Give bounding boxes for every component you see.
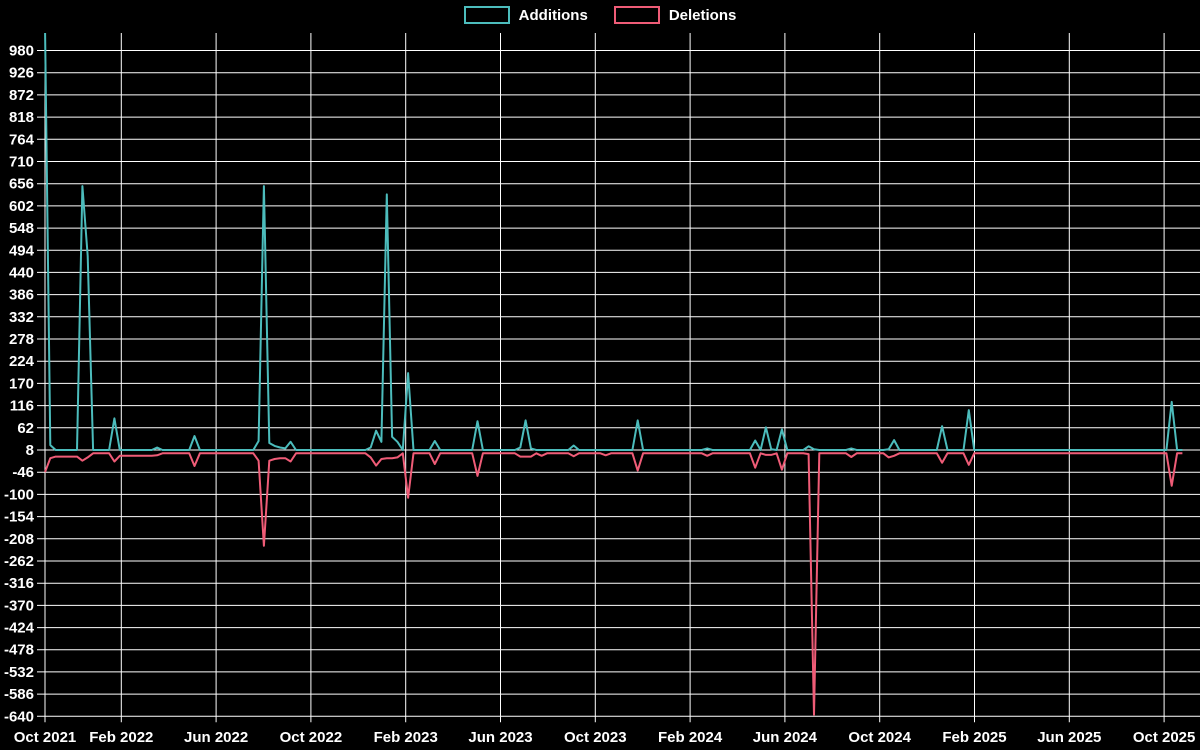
svg-text:-316: -316: [4, 575, 34, 592]
svg-text:-532: -532: [4, 664, 34, 681]
svg-text:-100: -100: [4, 486, 34, 503]
svg-text:-640: -640: [4, 708, 34, 725]
svg-text:Oct 2025: Oct 2025: [1133, 729, 1196, 746]
svg-text:-424: -424: [4, 620, 35, 637]
svg-text:278: 278: [9, 331, 34, 348]
svg-text:818: 818: [9, 109, 34, 126]
svg-text:116: 116: [10, 398, 34, 415]
svg-text:-154: -154: [4, 509, 35, 526]
svg-text:62: 62: [17, 420, 34, 437]
additions-series-line: [44, 33, 1183, 451]
svg-text:980: 980: [9, 43, 34, 60]
svg-text:386: 386: [9, 287, 34, 304]
gridlines: [37, 33, 1200, 723]
svg-text:-262: -262: [4, 553, 34, 570]
additions-legend-label: Additions: [518, 6, 588, 24]
svg-text:Jun 2022: Jun 2022: [184, 729, 248, 746]
svg-text:Jun 2024: Jun 2024: [753, 729, 818, 746]
svg-text:332: 332: [9, 309, 34, 326]
svg-text:872: 872: [9, 87, 34, 104]
svg-text:Feb 2025: Feb 2025: [942, 729, 1006, 746]
svg-text:-46: -46: [12, 464, 34, 481]
svg-text:224: 224: [9, 353, 35, 370]
deletions-legend-label: Deletions: [668, 6, 737, 24]
svg-text:Feb 2023: Feb 2023: [374, 729, 438, 746]
deletions-series-line: [44, 452, 1183, 716]
legend-item-additions: Additions: [463, 6, 588, 24]
svg-text:710: 710: [9, 154, 34, 171]
svg-text:Feb 2022: Feb 2022: [89, 729, 153, 746]
svg-text:440: 440: [9, 264, 34, 281]
svg-text:Jun 2025: Jun 2025: [1037, 729, 1101, 746]
svg-text:656: 656: [9, 176, 34, 193]
y-axis-labels: 980 926 872 818 764 710 656 602 548 494 440 386 332 2…: [4, 43, 35, 726]
svg-text:Jun 2023: Jun 2023: [468, 729, 532, 746]
deletions-series-swatch-icon: [613, 6, 660, 24]
svg-text:602: 602: [9, 198, 34, 215]
additions-series-swatch-icon: [463, 6, 510, 24]
svg-text:Oct 2021: Oct 2021: [14, 729, 77, 746]
svg-text:926: 926: [9, 65, 34, 82]
svg-text:Feb 2024: Feb 2024: [658, 729, 723, 746]
svg-text:494: 494: [9, 242, 35, 259]
svg-text:8: 8: [26, 442, 34, 459]
svg-text:-478: -478: [4, 642, 34, 659]
svg-text:-586: -586: [4, 686, 34, 703]
legend-item-deletions: Deletions: [613, 6, 737, 24]
svg-text:Oct 2024: Oct 2024: [848, 729, 911, 746]
chart-legend: Additions Deletions: [0, 6, 1200, 24]
svg-text:170: 170: [9, 375, 34, 392]
x-axis-labels: Oct 2021 Feb 2022 Jun 2022 Oct 2022 Feb 2023…: [14, 729, 1196, 746]
svg-text:-208: -208: [4, 531, 34, 548]
svg-text:548: 548: [9, 220, 34, 237]
svg-text:764: 764: [9, 131, 35, 148]
svg-text:Oct 2023: Oct 2023: [564, 729, 627, 746]
svg-text:-370: -370: [4, 597, 34, 614]
svg-text:Oct 2022: Oct 2022: [280, 729, 343, 746]
